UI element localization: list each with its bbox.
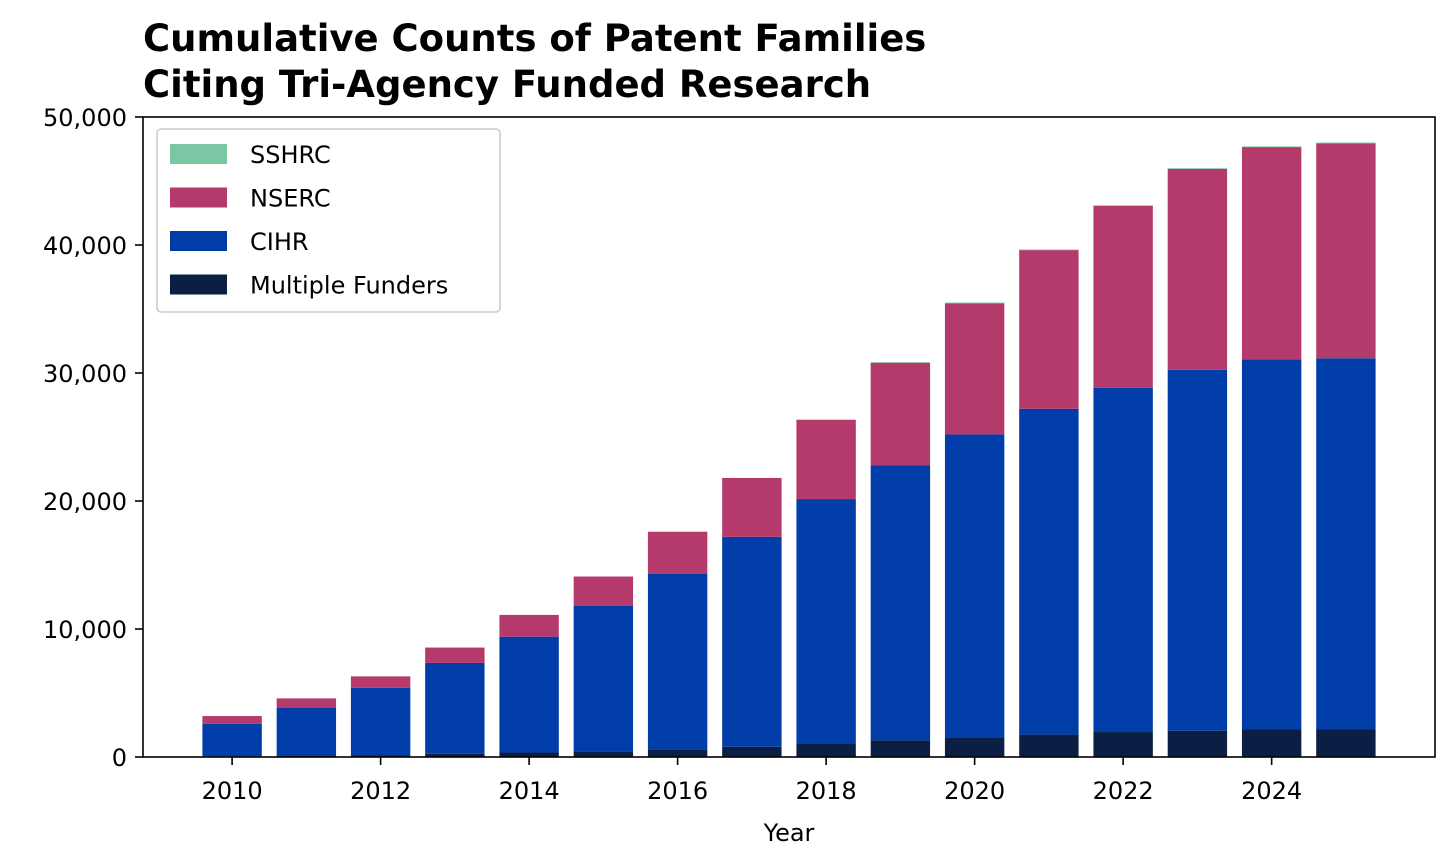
- bar-nserc-2013: [425, 647, 485, 663]
- y-tick-label: 40,000: [43, 232, 127, 260]
- bar-cihr-2023: [1167, 369, 1228, 731]
- x-tick-label: 2024: [1241, 777, 1302, 805]
- bar-multiple-funders-2018: [796, 743, 856, 757]
- bar-multiple-funders-2020: [944, 737, 1005, 757]
- bar-nserc-2023: [1167, 168, 1228, 370]
- x-tick-label: 2022: [1093, 777, 1154, 805]
- bar-cihr-2019: [870, 465, 931, 741]
- y-tick-label: 30,000: [43, 360, 127, 388]
- bar-nserc-2018: [796, 419, 856, 500]
- bar-multiple-funders-2024: [1241, 729, 1302, 757]
- x-axis-label: Year: [763, 819, 815, 847]
- bar-multiple-funders-2012: [350, 755, 411, 757]
- bar-cihr-2013: [425, 662, 485, 754]
- x-tick-label: 2012: [350, 777, 411, 805]
- bar-multiple-funders-2014: [499, 752, 559, 757]
- plot-frame: [142, 116, 1436, 758]
- x-tick-label: 2018: [796, 777, 857, 805]
- y-tick-label: 10,000: [43, 616, 127, 644]
- bar-cihr-2017: [722, 536, 782, 747]
- bar-sshrc-2023: [1167, 168, 1228, 169]
- x-tick-label: 2020: [944, 777, 1005, 805]
- bar-sshrc-2020: [944, 302, 1005, 304]
- bar-multiple-funders-2025: [1316, 729, 1376, 757]
- bar-nserc-2016: [647, 531, 708, 574]
- bar-multiple-funders-2013: [425, 753, 485, 757]
- bar-multiple-funders-2022: [1093, 732, 1153, 757]
- legend-box: [156, 128, 501, 313]
- bar-cihr-2020: [944, 434, 1005, 738]
- chart-title-line-2: Citing Tri-Agency Funded Research: [143, 63, 871, 106]
- bar-cihr-2024: [1241, 359, 1302, 730]
- y-tick-label: 20,000: [43, 488, 127, 516]
- bar-multiple-funders-2021: [1019, 734, 1079, 757]
- bar-sshrc-2021: [1019, 249, 1079, 251]
- bar-sshrc-2019: [870, 362, 931, 363]
- bar-multiple-funders-2016: [647, 749, 708, 757]
- y-tick-label: 0: [112, 744, 127, 772]
- bar-sshrc-2024: [1241, 146, 1302, 148]
- bar-nserc-2015: [573, 576, 634, 606]
- bar-nserc-2012: [350, 676, 411, 688]
- legend-swatch-nserc: [170, 187, 227, 208]
- bar-nserc-2022: [1093, 205, 1153, 388]
- y-axis: 0 10,000 20,000 30,000 40,000 50,000: [43, 104, 143, 772]
- bars-layer: [202, 142, 1376, 757]
- bar-cihr-2021: [1019, 408, 1079, 735]
- bar-nserc-2017: [722, 477, 782, 537]
- y-tick-label: 50,000: [43, 104, 127, 132]
- bar-nserc-2011: [276, 698, 337, 708]
- bar-nserc-2021: [1019, 250, 1079, 409]
- bar-cihr-2022: [1093, 387, 1153, 733]
- bar-multiple-funders-2023: [1167, 730, 1228, 757]
- bar-multiple-funders-2017: [722, 746, 782, 757]
- bar-cihr-2010: [202, 723, 262, 757]
- legend: SSHRC NSERC CIHR Multiple Funders: [156, 128, 501, 313]
- bar-nserc-2024: [1241, 147, 1302, 360]
- legend-swatch-cihr: [170, 231, 227, 251]
- bar-cihr-2012: [350, 687, 411, 756]
- x-tick-label: 2016: [647, 777, 708, 805]
- legend-swatch-sshrc: [170, 144, 227, 164]
- bar-nserc-2025: [1316, 143, 1376, 359]
- legend-label-cihr: CIHR: [250, 228, 309, 256]
- bar-cihr-2025: [1316, 358, 1376, 730]
- x-tick-label: 2014: [499, 777, 560, 805]
- chart-title-line-1: Cumulative Counts of Patent Families: [143, 17, 926, 60]
- bar-cihr-2011: [276, 707, 337, 756]
- bar-nserc-2014: [499, 614, 559, 637]
- bar-sshrc-2025: [1316, 142, 1376, 144]
- legend-swatch-multiple-funders: [170, 274, 227, 295]
- x-tick-label: 2010: [202, 777, 263, 805]
- bar-cihr-2016: [647, 573, 708, 750]
- bar-nserc-2010: [202, 716, 262, 724]
- legend-label-sshrc: SSHRC: [250, 141, 331, 169]
- bar-nserc-2020: [944, 303, 1005, 435]
- bar-multiple-funders-2015: [573, 751, 634, 757]
- bar-cihr-2014: [499, 636, 559, 753]
- legend-label-nserc: NSERC: [250, 185, 331, 213]
- bar-cihr-2018: [796, 499, 856, 744]
- bar-nserc-2019: [870, 362, 931, 466]
- bar-sshrc-2022: [1093, 205, 1153, 206]
- x-axis: 2010 2012 2014 2016 2018 2020 2022 2024: [202, 757, 1302, 805]
- bar-cihr-2015: [573, 605, 634, 752]
- chart-title: Cumulative Counts of Patent Families Cit…: [143, 17, 926, 106]
- bar-multiple-funders-2019: [870, 740, 931, 757]
- legend-label-multiple-funders: Multiple Funders: [250, 272, 448, 300]
